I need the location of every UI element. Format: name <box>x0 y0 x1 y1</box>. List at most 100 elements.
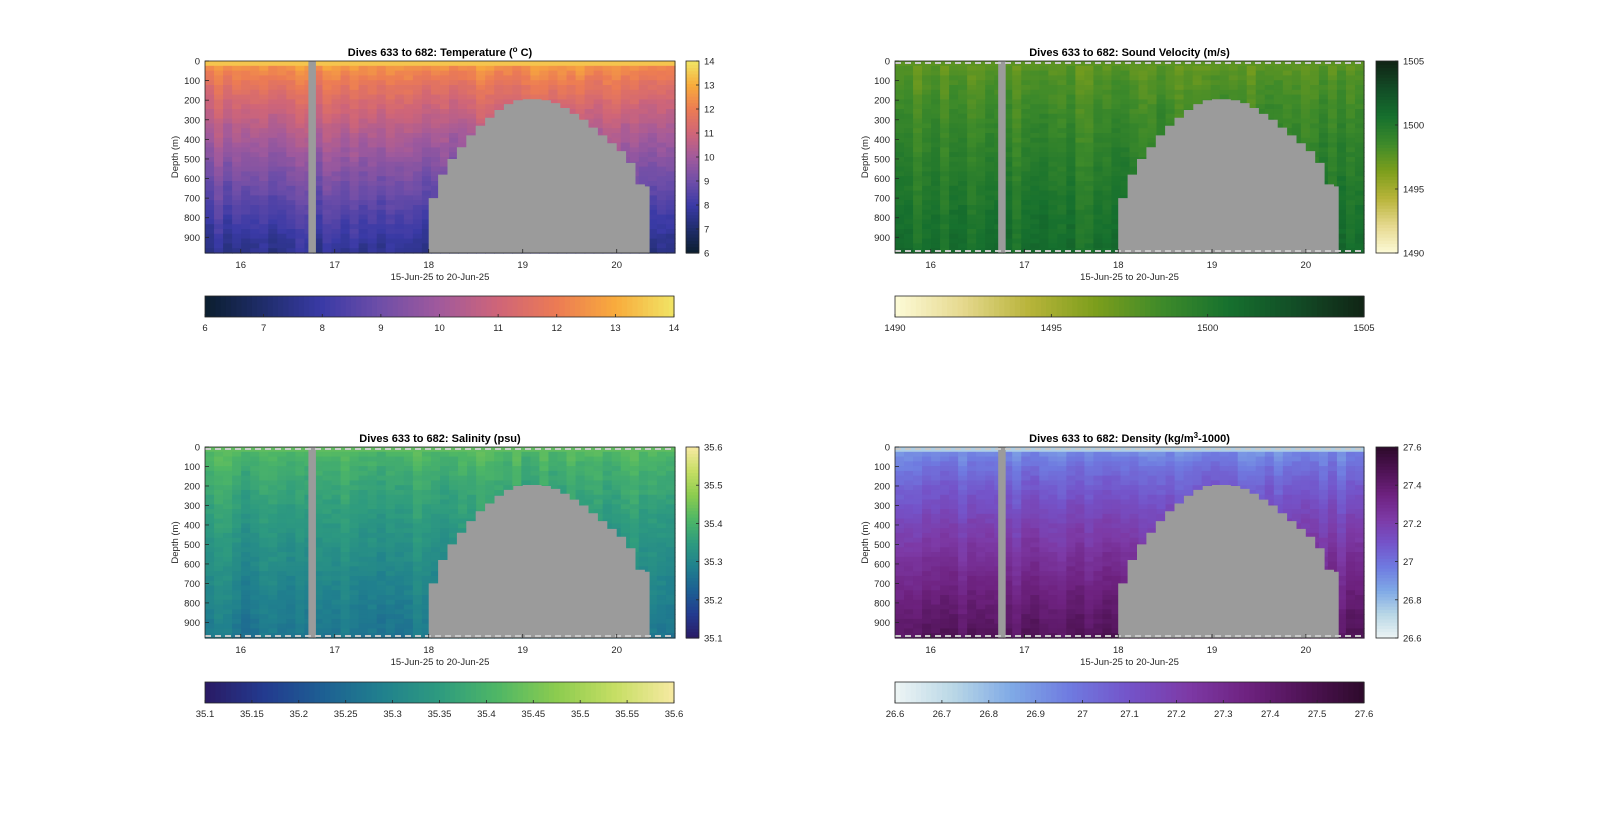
heatmap-cell <box>958 113 968 120</box>
heatmap-cell <box>340 243 351 249</box>
heatmap-cell <box>241 556 251 563</box>
heatmap-cell <box>1030 89 1040 96</box>
heatmap-cell <box>958 75 968 81</box>
heatmap-cell <box>268 518 278 525</box>
colorbar-swatch <box>1004 296 1011 317</box>
heatmap-cell <box>286 509 296 515</box>
heatmap-cell <box>367 61 378 67</box>
heatmap-cell <box>1336 70 1347 76</box>
heatmap-cell <box>268 200 278 206</box>
heatmap-cell <box>205 609 215 615</box>
heatmap-cell <box>656 89 667 96</box>
heatmap-cell <box>223 113 233 120</box>
heatmap-cell <box>1057 137 1067 144</box>
heatmap-cell <box>1147 70 1158 76</box>
x-tick-label: 17 <box>329 260 340 271</box>
heatmap-cell <box>277 65 287 72</box>
colorbar-swatch <box>1376 73 1398 78</box>
heatmap-cell <box>1129 65 1140 72</box>
heatmap-cell <box>1273 118 1284 124</box>
heatmap-cell <box>647 181 658 187</box>
heatmap-cell <box>530 80 541 86</box>
heatmap-cell <box>949 205 959 211</box>
colorbar-swatch <box>1376 144 1398 148</box>
heatmap-cell <box>277 94 287 100</box>
heatmap-cell <box>313 142 324 148</box>
heatmap-cell <box>331 181 342 187</box>
heatmap-cell <box>1003 190 1013 196</box>
colorbar-swatch <box>686 93 699 97</box>
heatmap-cell <box>403 70 414 76</box>
heatmap-cell <box>277 552 287 558</box>
heatmap-cell <box>385 128 396 134</box>
heatmap-cell <box>268 118 278 124</box>
heatmap-cell <box>931 166 941 172</box>
heatmap-cell <box>223 80 233 86</box>
heatmap-cell <box>205 571 215 577</box>
heatmap-cell <box>1354 123 1365 129</box>
heatmap-cell <box>1156 61 1167 67</box>
heatmap-cell <box>602 70 613 76</box>
heatmap-cell <box>259 205 269 211</box>
heatmap-cell <box>1057 152 1067 158</box>
heatmap-cell <box>268 219 278 225</box>
colorbar-frame <box>894 295 1365 318</box>
heatmap-cell <box>358 94 369 100</box>
heatmap-cell <box>349 190 360 196</box>
heatmap-cell <box>250 99 260 105</box>
heatmap-cell <box>250 133 260 139</box>
heatmap-cell <box>376 65 387 72</box>
heatmap-cell <box>512 65 522 72</box>
heatmap-cell <box>1291 75 1302 81</box>
heatmap-cell <box>449 133 459 139</box>
heatmap-cell <box>1255 65 1266 72</box>
heatmap-cell <box>931 109 941 115</box>
heatmap-cell <box>223 623 233 630</box>
heatmap-cell <box>331 75 342 81</box>
heatmap-cell <box>1129 85 1140 91</box>
heatmap-cell <box>1120 99 1131 105</box>
heatmap-cell <box>638 157 649 163</box>
heatmap-cell <box>376 123 387 129</box>
heatmap-cell <box>1336 118 1347 124</box>
y-tick-label: 700 <box>184 194 200 205</box>
heatmap-cell <box>421 171 432 177</box>
colorbar-swatch <box>366 296 373 317</box>
heatmap-cell <box>629 75 640 81</box>
heatmap-cell <box>385 94 396 100</box>
heatmap-cell <box>665 233 676 240</box>
heatmap-cell <box>286 494 296 501</box>
heatmap-cell <box>232 80 242 86</box>
heatmap-cell <box>1165 85 1176 91</box>
heatmap-cell <box>976 176 986 182</box>
heatmap-cell <box>250 585 260 591</box>
heatmap-cell <box>967 205 977 211</box>
colorbar-swatch <box>686 208 699 212</box>
heatmap-cell <box>376 181 387 187</box>
heatmap-cell <box>1111 200 1122 206</box>
heatmap-cell <box>286 461 296 467</box>
heatmap-cell <box>449 152 459 158</box>
heatmap-cell <box>232 542 242 548</box>
heatmap-cell <box>322 142 333 148</box>
heatmap-cell <box>629 61 640 67</box>
heatmap-cell <box>1102 133 1113 139</box>
heatmap-cell <box>349 200 360 206</box>
heatmap-cell <box>232 618 242 625</box>
heatmap-cell <box>949 99 959 105</box>
heatmap-cell <box>277 575 287 582</box>
heatmap-cell <box>1156 65 1167 72</box>
heatmap-cell <box>1201 94 1212 100</box>
colorbar-swatch <box>1376 64 1398 68</box>
heatmap-cell <box>241 542 251 548</box>
heatmap-cell <box>503 85 513 91</box>
heatmap-cell <box>656 80 667 86</box>
heatmap-cell <box>430 85 441 91</box>
heatmap-cell <box>940 147 950 153</box>
heatmap-cell <box>268 599 278 606</box>
colorbar-swatch <box>686 179 699 184</box>
heatmap-cell <box>232 219 242 225</box>
x-tick-label: 19 <box>1207 260 1218 271</box>
heatmap-cell <box>940 205 950 211</box>
heatmap-cell <box>223 104 233 110</box>
